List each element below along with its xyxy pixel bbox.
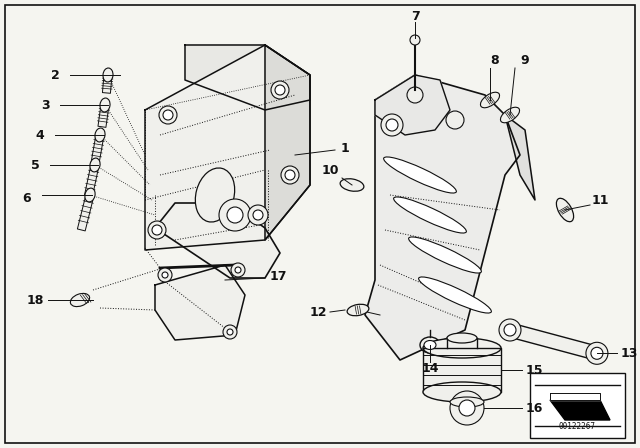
Ellipse shape xyxy=(383,157,456,193)
Circle shape xyxy=(450,391,484,425)
Polygon shape xyxy=(508,323,599,360)
Circle shape xyxy=(381,114,403,136)
Circle shape xyxy=(407,87,423,103)
Circle shape xyxy=(158,268,172,282)
Text: 9: 9 xyxy=(521,53,529,66)
Circle shape xyxy=(586,342,608,364)
Ellipse shape xyxy=(347,304,369,316)
Polygon shape xyxy=(423,348,501,392)
Ellipse shape xyxy=(419,277,492,313)
Text: 11: 11 xyxy=(591,194,609,207)
Polygon shape xyxy=(265,45,310,240)
Circle shape xyxy=(459,400,475,416)
Text: 13: 13 xyxy=(620,347,637,360)
Circle shape xyxy=(248,205,268,225)
Text: 16: 16 xyxy=(525,401,543,414)
Circle shape xyxy=(446,111,464,129)
Ellipse shape xyxy=(450,397,484,407)
Text: 1: 1 xyxy=(340,142,349,155)
Text: 5: 5 xyxy=(31,159,40,172)
Text: 00122267: 00122267 xyxy=(559,422,595,431)
Ellipse shape xyxy=(394,197,467,233)
Circle shape xyxy=(159,106,177,124)
Ellipse shape xyxy=(100,98,110,112)
Ellipse shape xyxy=(447,333,477,343)
Polygon shape xyxy=(84,164,99,197)
Polygon shape xyxy=(102,75,112,93)
Polygon shape xyxy=(365,75,520,360)
Polygon shape xyxy=(155,203,280,278)
Polygon shape xyxy=(91,134,104,163)
Ellipse shape xyxy=(408,237,481,273)
Text: 7: 7 xyxy=(411,9,419,22)
Circle shape xyxy=(152,225,162,235)
Ellipse shape xyxy=(85,188,95,202)
Text: 6: 6 xyxy=(22,191,31,204)
Ellipse shape xyxy=(423,382,501,402)
Circle shape xyxy=(275,85,285,95)
Bar xyxy=(530,373,625,438)
Ellipse shape xyxy=(424,340,436,349)
Circle shape xyxy=(499,319,521,341)
Text: 14: 14 xyxy=(421,362,439,375)
Text: 18: 18 xyxy=(26,293,44,306)
Polygon shape xyxy=(550,400,610,420)
Circle shape xyxy=(227,207,243,223)
Text: 12: 12 xyxy=(309,306,327,319)
Text: 8: 8 xyxy=(491,53,499,66)
Circle shape xyxy=(281,166,299,184)
Ellipse shape xyxy=(556,198,573,222)
Polygon shape xyxy=(375,75,450,135)
Text: 10: 10 xyxy=(321,164,339,177)
Ellipse shape xyxy=(70,293,90,306)
Circle shape xyxy=(162,272,168,278)
Ellipse shape xyxy=(420,337,440,353)
Ellipse shape xyxy=(340,179,364,191)
Circle shape xyxy=(148,221,166,239)
Text: 2: 2 xyxy=(51,69,60,82)
Circle shape xyxy=(227,329,233,335)
Circle shape xyxy=(253,210,263,220)
Polygon shape xyxy=(550,393,600,400)
Ellipse shape xyxy=(90,158,100,172)
Circle shape xyxy=(223,325,237,339)
Circle shape xyxy=(504,324,516,336)
Ellipse shape xyxy=(195,168,235,222)
Ellipse shape xyxy=(481,92,500,108)
Circle shape xyxy=(271,81,289,99)
Circle shape xyxy=(285,170,295,180)
Polygon shape xyxy=(505,115,535,200)
Circle shape xyxy=(410,35,420,45)
Ellipse shape xyxy=(423,338,501,358)
Text: 4: 4 xyxy=(36,129,44,142)
Circle shape xyxy=(591,347,603,359)
Polygon shape xyxy=(155,265,245,340)
Polygon shape xyxy=(77,194,94,231)
Circle shape xyxy=(219,199,251,231)
Polygon shape xyxy=(185,45,310,110)
Circle shape xyxy=(386,119,398,131)
Circle shape xyxy=(231,263,245,277)
Circle shape xyxy=(163,110,173,120)
Ellipse shape xyxy=(103,68,113,82)
Polygon shape xyxy=(145,45,310,250)
Polygon shape xyxy=(98,104,109,127)
Text: 15: 15 xyxy=(525,363,543,376)
Ellipse shape xyxy=(95,128,105,142)
Ellipse shape xyxy=(500,107,520,123)
Text: 3: 3 xyxy=(41,99,49,112)
Text: 17: 17 xyxy=(269,270,287,283)
Circle shape xyxy=(235,267,241,273)
